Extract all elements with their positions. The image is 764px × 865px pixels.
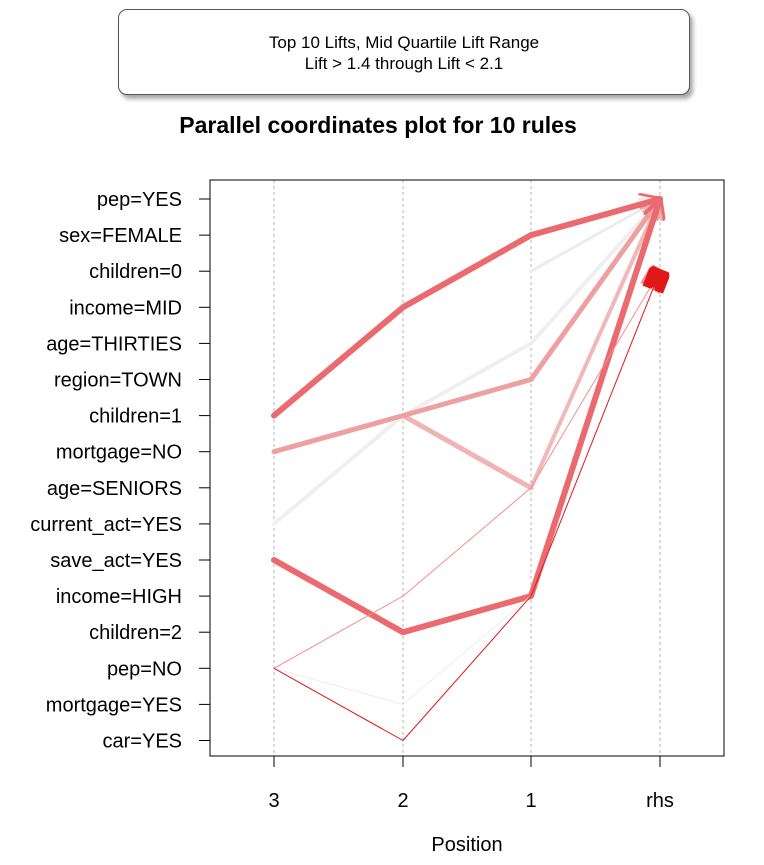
rule-lines bbox=[271, 199, 660, 741]
x-axis-title: Position bbox=[431, 834, 502, 856]
rule-line-3 bbox=[400, 413, 534, 491]
plot-border bbox=[209, 179, 725, 757]
y-tick-label-8: age=SENIORS bbox=[47, 478, 182, 500]
rule-line-5 bbox=[271, 199, 660, 455]
x-tick-label-2: 1 bbox=[525, 790, 536, 812]
x-tick-label-3: rhs bbox=[646, 790, 674, 812]
y-tick-label-5: region=TOWN bbox=[54, 370, 182, 392]
x-tick-label-1: 2 bbox=[397, 790, 408, 812]
annotation-line-1: Top 10 Lifts, Mid Quartile Lift Range bbox=[268, 33, 540, 52]
y-tick-label-6: children=1 bbox=[89, 406, 182, 428]
x-tick-label-0: 3 bbox=[268, 790, 279, 812]
y-tick-label-15: car=YES bbox=[103, 731, 182, 753]
chart-title: Parallel coordinates plot for 10 rules bbox=[179, 112, 577, 138]
y-tick-label-4: age=THIRTIES bbox=[46, 333, 182, 355]
x-axis: 3 2 1 rhs bbox=[268, 756, 674, 812]
y-tick-label-7: mortgage=NO bbox=[56, 442, 182, 464]
rule-line-6 bbox=[271, 199, 660, 419]
y-tick-label-12: children=2 bbox=[89, 622, 182, 644]
y-tick-label-9: current_act=YES bbox=[30, 514, 182, 536]
y-tick-label-13: pep=NO bbox=[107, 658, 182, 680]
y-tick-label-14: mortgage=YES bbox=[46, 694, 182, 716]
y-axis: pep=YES sex=FEMALE children=0 income=MID age… bbox=[30, 189, 210, 753]
y-tick-label-3: income=MID bbox=[69, 297, 182, 319]
annotation-box: Top 10 Lifts, Mid Quartile Lift Range Li… bbox=[118, 9, 690, 95]
rule-line-7 bbox=[271, 199, 660, 636]
rule-line-1 bbox=[272, 199, 660, 526]
rule-line-9 bbox=[273, 271, 660, 669]
rule-line-10 bbox=[273, 271, 660, 741]
y-tick-label-11: income=HIGH bbox=[56, 586, 182, 608]
y-tick-label-2: children=0 bbox=[89, 261, 182, 283]
annotation-line-2: Lift > 1.4 through Lift < 2.1 bbox=[304, 54, 504, 73]
rule-line-8 bbox=[273, 595, 532, 706]
y-tick-label-0: pep=YES bbox=[97, 189, 182, 211]
y-tick-label-1: sex=FEMALE bbox=[59, 225, 182, 247]
rule-line-2 bbox=[529, 199, 660, 490]
y-tick-label-10: save_act=YES bbox=[50, 550, 182, 572]
plot-frame bbox=[209, 179, 725, 757]
